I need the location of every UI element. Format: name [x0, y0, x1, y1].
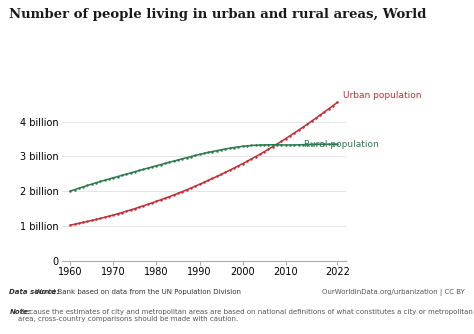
Text: OurWorldInData.org/urbanization | CC BY: OurWorldInData.org/urbanization | CC BY — [322, 289, 465, 296]
Text: Because the estimates of city and metropolitan areas are based on national defin: Because the estimates of city and metrop… — [18, 309, 474, 322]
Text: Data source:: Data source: — [9, 289, 60, 295]
Text: World Bank based on data from the UN Population Division: World Bank based on data from the UN Pop… — [33, 289, 241, 295]
Text: Our World: Our World — [372, 18, 413, 24]
Text: in Data: in Data — [377, 30, 407, 36]
Text: Urban population: Urban population — [343, 91, 421, 100]
Text: Note:: Note: — [9, 309, 31, 315]
Text: Number of people living in urban and rural areas, World: Number of people living in urban and rur… — [9, 8, 427, 21]
Text: Rural population: Rural population — [304, 140, 379, 149]
